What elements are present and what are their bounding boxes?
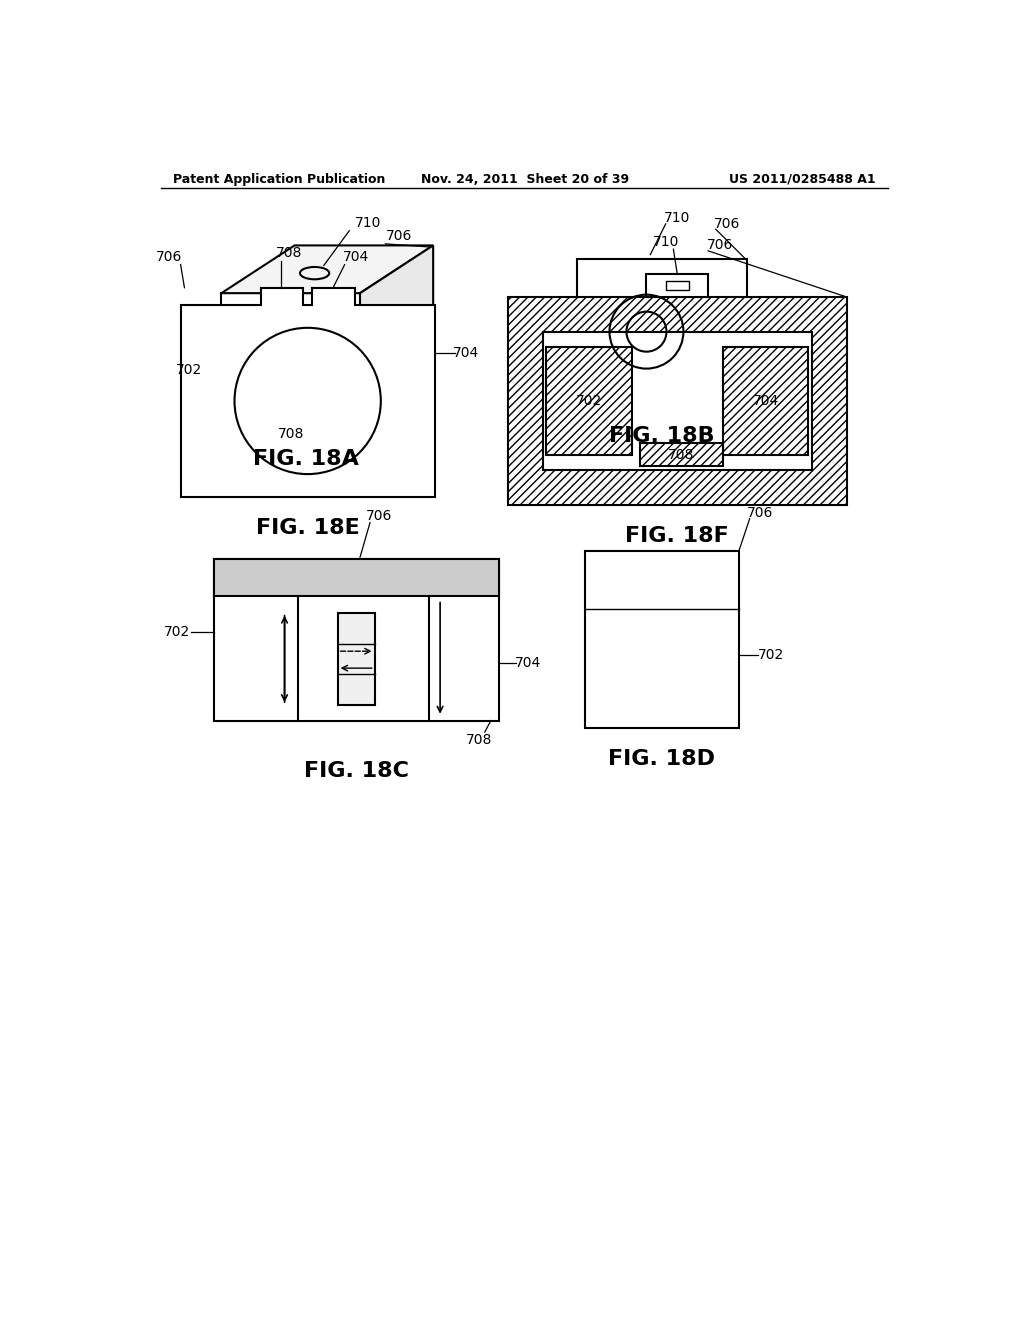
Text: 708: 708 [278,428,304,441]
Text: 708: 708 [276,246,302,260]
Text: 704: 704 [453,346,478,360]
Text: FIG. 18E: FIG. 18E [256,517,359,539]
Polygon shape [221,293,360,412]
Text: 702: 702 [575,393,602,408]
Text: 706: 706 [748,506,773,520]
Text: 706: 706 [707,238,733,252]
Polygon shape [508,297,847,506]
Text: 704: 704 [515,656,541,669]
Text: FIG. 18B: FIG. 18B [609,425,715,446]
Text: 708: 708 [466,733,493,747]
Text: 710: 710 [652,235,679,248]
Text: 702: 702 [176,363,202,378]
Text: 704: 704 [753,393,779,408]
Text: 710: 710 [665,211,690,226]
Text: 702: 702 [164,624,189,639]
Polygon shape [214,558,499,595]
Polygon shape [585,552,739,729]
Polygon shape [543,331,812,470]
Polygon shape [360,246,433,412]
Polygon shape [180,288,435,498]
Text: FIG. 18A: FIG. 18A [253,449,359,469]
Polygon shape [646,275,708,297]
Text: 708: 708 [668,447,694,462]
Polygon shape [547,347,632,455]
Text: FIG. 18C: FIG. 18C [304,760,409,780]
Text: 704: 704 [343,249,370,264]
Text: 706: 706 [156,249,182,264]
Polygon shape [666,281,689,290]
Polygon shape [338,612,375,705]
Text: FIG. 18F: FIG. 18F [626,525,729,545]
Text: Patent Application Publication: Patent Application Publication [173,173,385,186]
Polygon shape [723,347,808,455]
Polygon shape [578,259,746,405]
Polygon shape [640,444,723,466]
Text: 706: 706 [714,216,740,231]
Text: 706: 706 [367,510,392,524]
Text: 710: 710 [355,216,382,230]
Text: Nov. 24, 2011  Sheet 20 of 39: Nov. 24, 2011 Sheet 20 of 39 [421,173,629,186]
Text: US 2011/0285488 A1: US 2011/0285488 A1 [729,173,876,186]
Text: FIG. 18D: FIG. 18D [608,748,716,770]
Text: 706: 706 [386,230,413,243]
Text: 702: 702 [758,648,784,663]
Polygon shape [214,558,499,721]
Polygon shape [221,246,433,293]
